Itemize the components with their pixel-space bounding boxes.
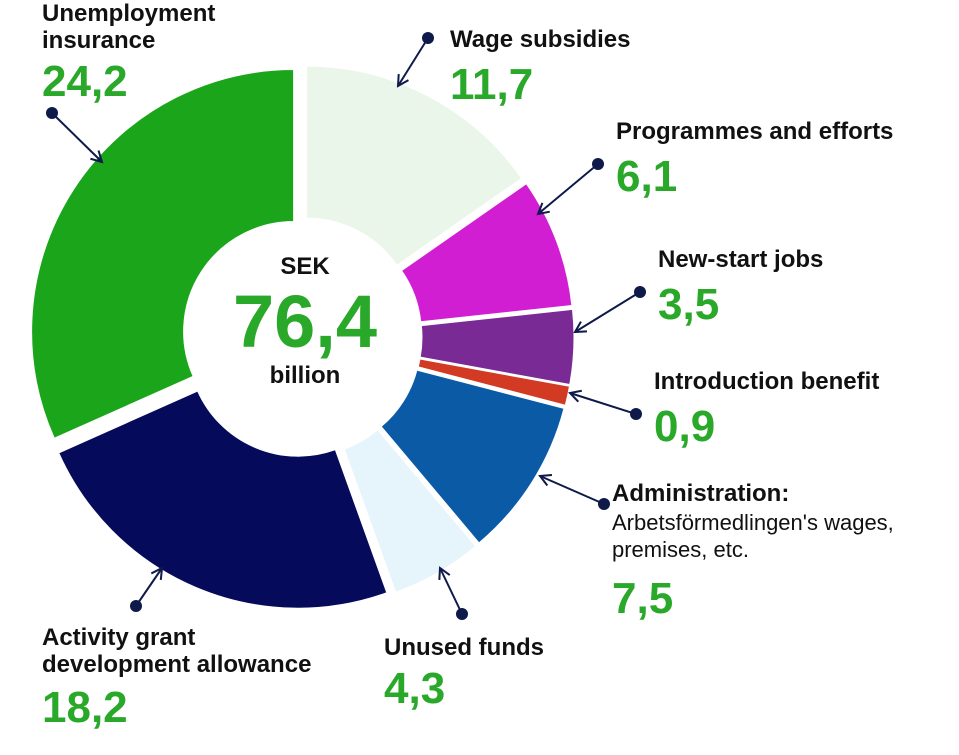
label-activity-grant: Activity grant development allowance 18,… [42,624,311,734]
slice-administration [380,369,565,544]
slice-programmes-and-efforts [400,183,573,323]
slice-value: 0,9 [654,402,716,451]
slice-name-line2: insurance [42,27,156,54]
label-introduction-benefit: Introduction benefit 0,9 [654,368,879,453]
arrow-wage-subsidies [396,32,434,88]
slice-wage-subsidies [306,65,523,266]
slice-value: 6,1 [616,152,678,201]
slice-name: Introduction benefit [654,368,880,395]
label-new-start-jobs: New-start jobs 3,5 [658,246,823,331]
slice-sublabel-line2: premises, etc. [612,537,749,562]
arrow-activity-grant [130,566,164,612]
label-wage-subsidies: Wage subsidies 11,7 [450,26,631,111]
slice-introduction-benefit [417,358,571,406]
arrow-introduction-benefit [568,389,642,420]
slice-name: Unused funds [384,634,544,661]
center-total: 76,4 [232,280,378,363]
slice-value: 11,7 [450,60,534,109]
slice-unemployment-insurance [31,69,295,439]
slice-sublabel: Arbetsförmedlingen's wages, [612,510,894,535]
slice-value: 18,2 [42,683,128,732]
center-prefix: SEK [280,253,330,280]
donut-center: SEK 76,4 billion [205,252,405,390]
slice-value: 4,3 [384,664,446,713]
callout-arrows [46,32,646,620]
slice-name-line2: development allowance [42,651,312,678]
arrow-administration [538,473,610,510]
slice-value: 7,5 [612,574,674,623]
donut-slices [31,65,575,609]
label-unused-funds: Unused funds 4,3 [384,634,544,715]
arrow-unemployment-insurance [46,107,104,164]
label-programmes-and-efforts: Programmes and efforts 6,1 [616,118,893,203]
arrow-new-start-jobs [573,286,646,334]
slice-name: Wage subsidies [450,26,631,53]
slice-new-start-jobs [419,308,575,386]
label-administration: Administration: Arbetsförmedlingen's wag… [612,480,894,625]
slice-name: New-start jobs [658,246,824,273]
slice-name: Programmes and efforts [616,118,894,145]
slice-name: Activity grant [42,624,196,651]
slice-value: 3,5 [658,280,720,329]
slice-activity-grant [58,390,388,609]
slice-name: Administration: [612,480,790,507]
arrow-programmes-and-efforts [536,158,604,216]
slice-unused-funds [343,429,477,593]
label-unemployment-insurance: Unemployment insurance 24,2 [42,0,215,108]
arrow-unused-funds [438,566,468,620]
slice-name: Unemployment [42,0,216,27]
slice-value: 24,2 [42,57,128,106]
center-suffix: billion [269,362,341,389]
